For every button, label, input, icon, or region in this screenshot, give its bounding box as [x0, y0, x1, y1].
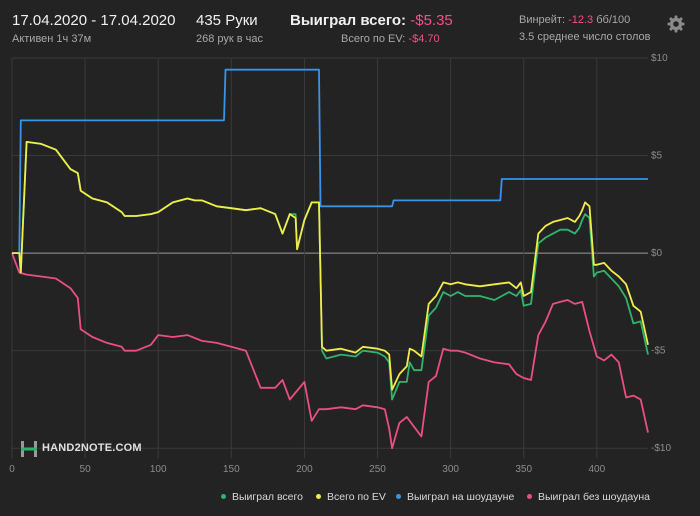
ev-total: Всего по EV: -$4.70 — [341, 33, 440, 45]
x-tick-label: 50 — [80, 464, 92, 475]
winrate-unit: бб/100 — [596, 14, 631, 26]
winrate: Винрейт: -12.3 бб/100 — [519, 14, 630, 26]
series-line-won-total — [12, 141, 649, 401]
legend-item-ev[interactable]: Всего по EV — [316, 491, 386, 505]
x-tick-label: 400 — [588, 464, 605, 475]
legend-item-showdown[interactable]: Выиграл на шоудауне — [396, 491, 514, 505]
avg-tables: 3.5 среднее число столов — [519, 31, 651, 43]
hand2note-logo: HAND2NOTE.COM — [20, 440, 142, 460]
x-tick-label: 250 — [369, 464, 386, 475]
legend-label: Выиграл на шоудауне — [407, 491, 515, 503]
legend-label: Выиграл всего — [232, 491, 303, 503]
hand2note-logo-icon — [21, 441, 37, 457]
active-time: Активен 1ч 37м — [12, 33, 92, 45]
y-tick-label: $5 — [651, 151, 663, 162]
legend-label: Всего по EV — [327, 491, 386, 503]
hands-count: 435 Руки — [196, 12, 258, 29]
gear-icon[interactable] — [666, 14, 686, 34]
winrate-value: -12.3 — [568, 14, 594, 26]
series-line-ev — [12, 141, 649, 391]
x-tick-label: 150 — [223, 464, 240, 475]
header-bar: 17.04.2020 - 17.04.2020 Активен 1ч 37м 4… — [0, 0, 700, 50]
logo-text: HAND2NOTE.COM — [42, 442, 142, 454]
legend-item-non-showdown[interactable]: Выиграл без шоудауна — [527, 491, 650, 505]
chart-grid — [11, 57, 648, 458]
y-tick-label: $10 — [651, 53, 668, 64]
series-line-showdown — [12, 68, 648, 254]
legend-dot — [221, 493, 226, 499]
winrate-label: Винрейт: — [519, 14, 566, 26]
x-tick-label: 100 — [150, 464, 167, 475]
chart-lines — [11, 68, 649, 450]
x-tick-label: 0 — [9, 464, 15, 475]
x-tick-label: 300 — [442, 464, 459, 475]
won-total: Выиграл всего: -$5.35 — [290, 12, 453, 29]
hands-per-hour: 268 рук в час — [196, 33, 264, 45]
x-tick-label: 350 — [515, 464, 532, 475]
series-line-non-showdown — [11, 252, 649, 450]
ev-total-label: Всего по EV: — [341, 33, 406, 45]
legend-dot — [316, 493, 321, 499]
y-tick-label: $0 — [651, 248, 663, 259]
x-tick-label: 200 — [296, 464, 313, 475]
legend-item-won-total[interactable]: Выиграл всего — [221, 491, 303, 505]
chart-axes: $10 $5 $0 -$5 -$10 0 50 100 150 200 250 300 350 400 — [9, 53, 671, 475]
legend-dot — [396, 493, 401, 499]
y-tick-label: -$5 — [651, 346, 666, 357]
ev-total-value: -$4.70 — [408, 33, 440, 45]
legend-label: Выиграл без шоудауна — [538, 491, 650, 503]
y-tick-label: -$10 — [651, 443, 671, 454]
date-range: 17.04.2020 - 17.04.2020 — [12, 12, 176, 29]
legend-dot — [527, 493, 532, 499]
won-total-value: -$5.35 — [410, 12, 453, 29]
won-total-label: Выиграл всего: — [290, 12, 407, 29]
